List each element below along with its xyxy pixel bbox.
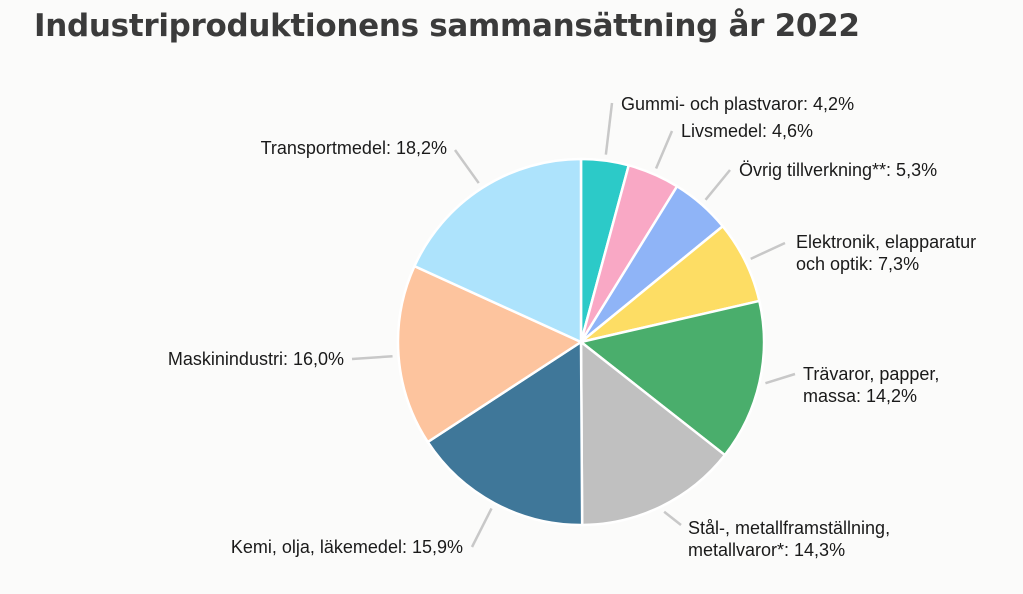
pie-slice (396, 264, 584, 444)
leader-line (663, 510, 682, 526)
slice-label: Kemi, olja, läkemedel: 15,9% (231, 537, 463, 557)
leader-line (351, 354, 393, 361)
slice-label: Övrig tillverkning**: 5,3% (739, 160, 937, 180)
leader-line (765, 372, 796, 385)
pie-slice (579, 339, 727, 527)
leader-line (654, 130, 674, 170)
leader-line (704, 169, 731, 201)
leader-line (604, 102, 614, 155)
leader-line (750, 241, 786, 260)
slice-label: Transportmedel: 18,2% (261, 138, 447, 158)
slice-label: Gummi- och plastvaror: 4,2% (621, 94, 854, 114)
leader-line (470, 507, 493, 548)
slice-label: Elektronik, elapparatur och optik: 7,3% (796, 232, 976, 274)
pie-slice (578, 299, 766, 457)
slice-label: Stål-, metallframställning, metallvaror*:… (688, 518, 890, 560)
pie-slice (426, 339, 584, 527)
slice-label: Livsmedel: 4,6% (681, 121, 813, 141)
chart-title: Industriproduktionens sammansättning år … (34, 8, 860, 44)
slice-label: Trävaror, papper, massa: 14,2% (803, 364, 939, 406)
pie-slice (412, 157, 583, 344)
slice-label: Maskinindustri: 16,0% (168, 349, 344, 369)
leader-line (453, 149, 480, 184)
